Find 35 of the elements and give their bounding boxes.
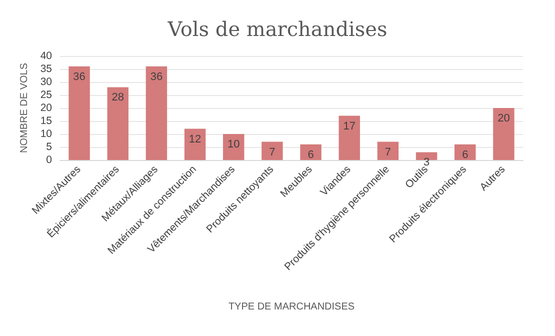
y-tick-label: 5 <box>46 141 52 153</box>
y-tick-label: 40 <box>40 50 52 62</box>
x-axis-title: TYPE DE MARCHANDISES <box>228 302 355 312</box>
data-label: 7 <box>384 146 392 158</box>
bar <box>68 66 90 160</box>
bar <box>377 142 399 160</box>
y-axis-title: NOMBRE DE VOLS <box>18 62 30 154</box>
bar <box>300 144 322 160</box>
data-label: 28 <box>112 92 124 104</box>
chart-title: Vols de marchandises <box>166 17 388 41</box>
bar <box>454 144 476 160</box>
bar <box>338 116 360 160</box>
bar <box>262 142 283 160</box>
data-label: 10 <box>228 138 240 150</box>
bar <box>146 66 168 160</box>
data-label: 36 <box>73 70 86 83</box>
bar <box>223 134 244 160</box>
data-label: 6 <box>462 148 468 161</box>
data-label: 7 <box>269 146 276 158</box>
data-label: 17 <box>343 120 356 132</box>
data-label: 3 <box>423 156 430 169</box>
data-label: 36 <box>150 70 163 83</box>
y-tick-label: 20 <box>40 102 52 114</box>
bar <box>493 108 514 160</box>
y-tick-label: 0 <box>46 154 52 166</box>
y-tick-label: 10 <box>40 128 52 140</box>
data-label: 12 <box>188 133 202 146</box>
y-tick-label: 15 <box>40 115 52 127</box>
y-tick-label: 25 <box>40 89 52 101</box>
data-label: 6 <box>308 148 314 161</box>
y-tick-label: 30 <box>40 76 52 88</box>
bar <box>184 128 206 160</box>
data-label: 20 <box>498 112 510 124</box>
bar <box>107 87 128 160</box>
y-tick-label: 35 <box>40 63 52 75</box>
